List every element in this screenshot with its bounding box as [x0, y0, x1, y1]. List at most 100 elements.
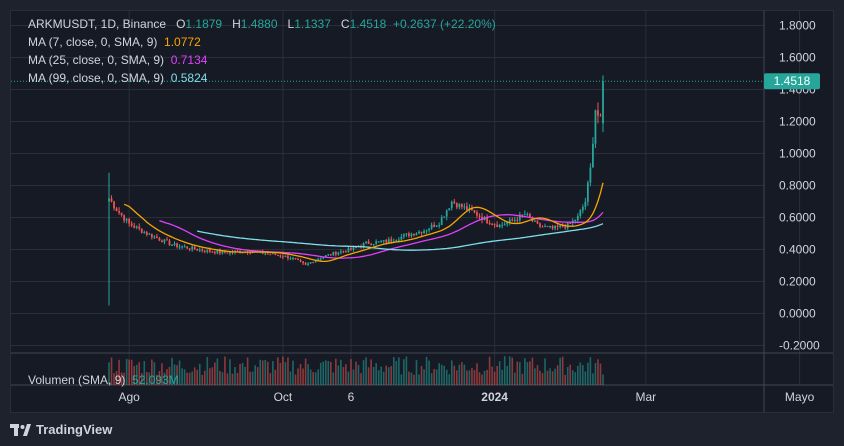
volume-legend[interactable]: Volumen (SMA, 9) 52.093M: [28, 373, 179, 387]
ma99-legend[interactable]: MA (99, close, 0, SMA, 9) 0.5824: [28, 71, 208, 85]
candle-body: [564, 226, 567, 229]
volume-bar: [115, 370, 118, 385]
volume-bar: [453, 365, 456, 385]
ma7-legend[interactable]: MA (7, close, 0, SMA, 9) 1.0772: [28, 35, 201, 49]
candle-body: [168, 240, 171, 246]
candle-body: [539, 223, 541, 227]
volume-bar: [536, 365, 539, 385]
candle-body: [382, 240, 385, 242]
chart-frame[interactable]: 1.8000 1.6000 1.4000 1.2000 1.0000 0.8000 0.60…: [10, 10, 834, 413]
candle-body: [430, 224, 433, 229]
volume-bar: [203, 370, 206, 385]
volume-bar: [345, 364, 347, 385]
candle-body: [476, 212, 478, 216]
volume-bar: [584, 371, 587, 385]
price-chart[interactable]: 1.80001.60001.40001.20001.00000.80000.60…: [11, 11, 833, 412]
ma99-value: 0.5824: [170, 71, 208, 85]
volume-bar: [544, 358, 546, 385]
x-tick-label: Ago: [118, 390, 140, 404]
candle-body: [143, 232, 146, 234]
candle-body: [581, 206, 584, 211]
candle-body: [473, 210, 476, 213]
volume-bar: [219, 370, 221, 385]
volume-bar: [198, 363, 201, 385]
candle-body: [324, 255, 327, 258]
volume-bar: [461, 362, 463, 385]
candle-body: [140, 228, 143, 233]
volume-bar: [382, 371, 385, 385]
candle-body: [375, 241, 378, 244]
volume-bar: [347, 371, 350, 385]
ma25-legend[interactable]: MA (25, close, 0, SMA, 9) 0.7134: [28, 53, 208, 67]
volume-bar: [529, 361, 531, 385]
candle-body: [249, 252, 252, 254]
ma7-line: [123, 182, 604, 263]
candle-body: [433, 224, 436, 227]
candle-body: [292, 257, 294, 259]
candle-body: [241, 252, 244, 254]
volume-bar: [123, 372, 125, 385]
volume-bar: [108, 362, 110, 385]
volume-bar: [423, 369, 425, 385]
last-price-badge-text: 1.4518: [774, 74, 811, 88]
candle-body: [443, 216, 446, 218]
candle-body: [224, 251, 226, 253]
ma99-line: [197, 223, 604, 251]
volume-bar: [387, 367, 390, 385]
volume-bar: [335, 358, 337, 385]
candle-body: [339, 251, 342, 253]
y-tick-label: 1.2000: [779, 115, 816, 129]
volume-bar: [342, 367, 345, 385]
candle-body: [602, 81, 604, 124]
volume-bar: [597, 359, 599, 385]
volume-bar: [161, 363, 163, 385]
volume-bar: [519, 362, 521, 385]
volume-bar: [264, 359, 267, 385]
volume-bar: [559, 357, 561, 385]
volume-bar: [501, 369, 503, 385]
candle-body: [392, 241, 395, 243]
volume-bar: [168, 366, 171, 385]
volume-bar: [360, 373, 362, 385]
y-tick-label: 0.4000: [779, 243, 816, 257]
volume-bar: [340, 359, 342, 385]
volume-bar: [372, 366, 375, 385]
candle-body: [493, 224, 496, 226]
volume-bar: [324, 360, 327, 385]
volume-bar: [143, 361, 146, 385]
volume-bar: [408, 371, 410, 385]
y-tick-label: 1.8000: [779, 19, 816, 33]
tradingview-brand[interactable]: TradingView: [10, 422, 112, 437]
volume-bar: [468, 370, 471, 385]
candle-body: [405, 233, 408, 235]
volume-bar: [158, 371, 161, 385]
candle-body: [561, 225, 564, 227]
volume-bar: [224, 356, 226, 385]
volume-bar: [118, 359, 120, 385]
volume-bar: [425, 356, 428, 385]
ma7-value: 1.0772: [164, 35, 201, 49]
volume-bar: [133, 366, 136, 385]
candle-body: [408, 233, 410, 237]
candle-body: [307, 263, 310, 265]
ohlc-legend: ARKMUSDT, 1D, Binance O1.1879 H1.4880 L1…: [28, 17, 496, 31]
volume-bar: [498, 361, 501, 385]
volume-bar: [201, 374, 204, 385]
volume-bar: [521, 373, 524, 385]
volume-bar: [398, 357, 400, 385]
volume-bar: [385, 365, 388, 385]
low-value: 1.1337: [294, 17, 331, 31]
candle-body: [155, 236, 158, 239]
candle-body: [589, 167, 592, 183]
volume-bar: [508, 356, 511, 385]
candle-body: [208, 249, 211, 252]
candle-body: [491, 224, 494, 226]
volume-bar: [415, 359, 418, 385]
volume-bar: [566, 367, 569, 385]
volume-bar: [193, 367, 196, 385]
candle-body: [130, 223, 133, 226]
volume-bar: [506, 365, 509, 385]
volume-bar: [261, 360, 264, 385]
candle-body: [594, 110, 597, 144]
ma25-value: 0.7134: [170, 53, 208, 67]
